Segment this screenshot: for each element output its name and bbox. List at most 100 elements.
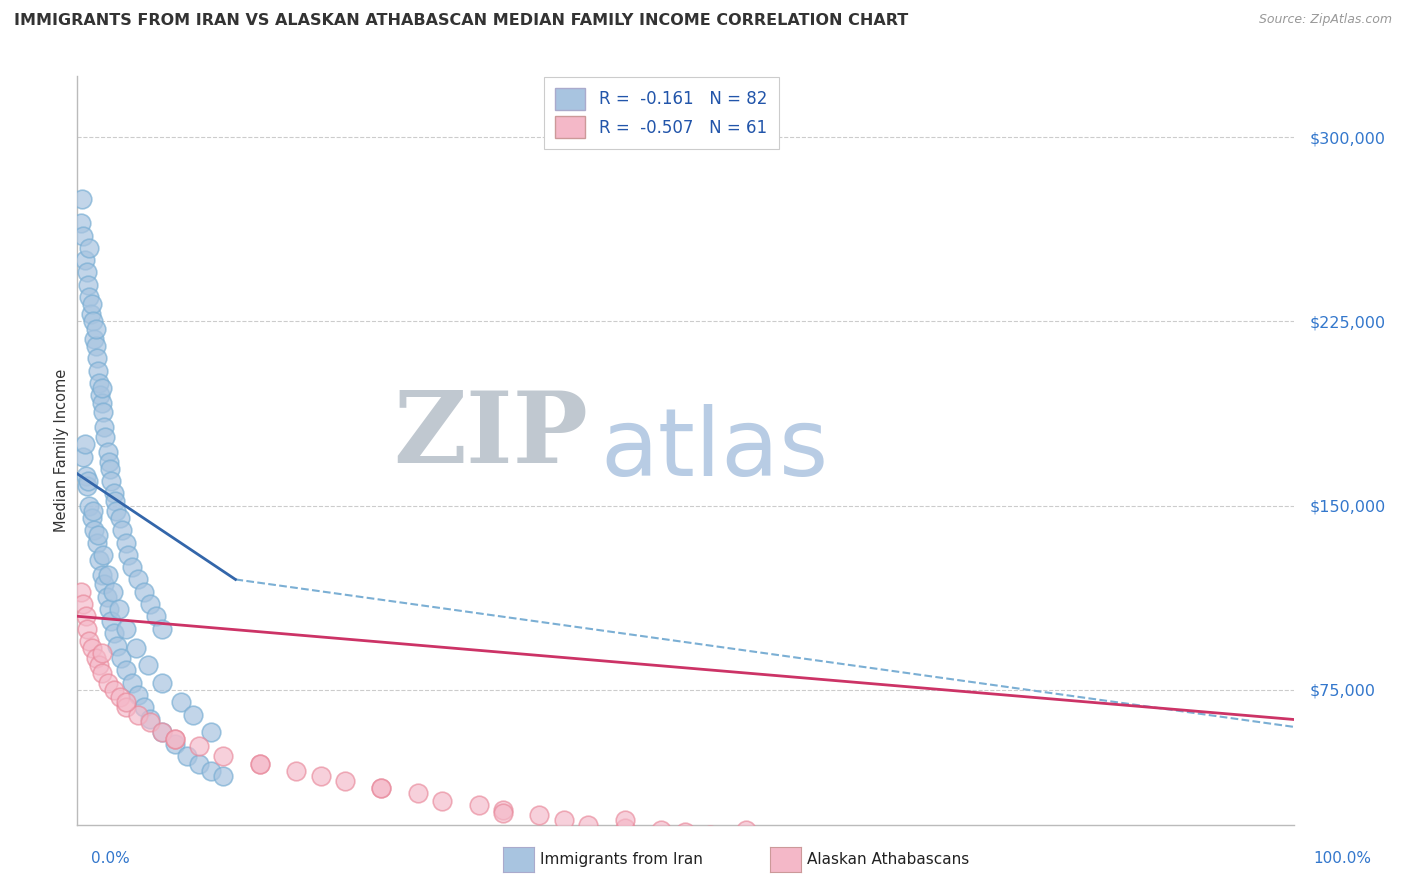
- Point: [170, 695, 193, 709]
- Point: [79, 499, 101, 513]
- Text: IMMIGRANTS FROM IRAN VS ALASKAN ATHABASCAN MEDIAN FAMILY INCOME CORRELATION CHAR: IMMIGRANTS FROM IRAN VS ALASKAN ATHABASC…: [14, 13, 908, 29]
- Point: [163, 732, 186, 747]
- Point: [76, 265, 98, 279]
- Point: [893, 841, 915, 855]
- Point: [152, 724, 174, 739]
- Point: [77, 474, 100, 488]
- Point: [1039, 847, 1062, 862]
- Point: [613, 821, 636, 835]
- Point: [83, 332, 105, 346]
- Point: [98, 462, 121, 476]
- Point: [108, 511, 131, 525]
- Point: [84, 339, 107, 353]
- Point: [80, 307, 103, 321]
- Point: [979, 845, 1001, 859]
- Point: [370, 781, 392, 796]
- Point: [1039, 845, 1062, 859]
- Point: [856, 840, 879, 855]
- Point: [918, 843, 941, 857]
- Point: [100, 614, 122, 628]
- Point: [73, 253, 96, 268]
- Point: [492, 805, 515, 820]
- Point: [117, 548, 139, 562]
- Point: [127, 707, 149, 722]
- Point: [105, 503, 128, 517]
- Point: [83, 524, 105, 538]
- Point: [103, 683, 125, 698]
- Point: [188, 739, 211, 754]
- Point: [107, 602, 129, 616]
- Point: [79, 633, 101, 648]
- Point: [96, 590, 118, 604]
- Point: [735, 830, 758, 845]
- Point: [70, 216, 93, 230]
- Point: [90, 381, 112, 395]
- Point: [76, 479, 98, 493]
- Point: [139, 713, 162, 727]
- Point: [77, 277, 100, 292]
- Point: [127, 573, 149, 587]
- Point: [125, 641, 148, 656]
- Point: [675, 825, 697, 839]
- Point: [79, 241, 101, 255]
- Point: [163, 737, 186, 751]
- Point: [942, 844, 965, 858]
- Point: [108, 690, 131, 705]
- Point: [1076, 848, 1098, 863]
- Point: [772, 833, 794, 847]
- Point: [832, 838, 855, 852]
- Point: [84, 651, 107, 665]
- Point: [139, 597, 162, 611]
- Point: [529, 808, 551, 822]
- Text: Source: ZipAtlas.com: Source: ZipAtlas.com: [1258, 13, 1392, 27]
- Point: [89, 388, 111, 402]
- Text: ZIP: ZIP: [394, 387, 588, 484]
- Point: [553, 813, 575, 827]
- Point: [370, 781, 392, 796]
- Text: atlas: atlas: [600, 404, 828, 497]
- Point: [152, 622, 174, 636]
- Point: [115, 695, 138, 709]
- Point: [200, 764, 222, 778]
- Point: [86, 535, 108, 549]
- Point: [75, 609, 97, 624]
- Point: [97, 454, 120, 468]
- Point: [89, 553, 111, 567]
- Point: [101, 584, 124, 599]
- Point: [82, 503, 104, 517]
- Point: [75, 469, 97, 483]
- Point: [136, 658, 159, 673]
- Point: [249, 756, 271, 771]
- Point: [735, 823, 758, 838]
- Point: [70, 192, 93, 206]
- Point: [72, 597, 94, 611]
- Point: [93, 577, 115, 591]
- Point: [188, 756, 211, 771]
- Point: [72, 450, 94, 464]
- Point: [93, 420, 115, 434]
- Point: [90, 665, 112, 680]
- Text: Immigrants from Iran: Immigrants from Iran: [540, 853, 703, 867]
- Point: [97, 444, 120, 458]
- Point: [115, 700, 138, 714]
- Point: [89, 658, 111, 673]
- Point: [97, 602, 120, 616]
- Point: [176, 749, 198, 764]
- Point: [134, 584, 156, 599]
- Point: [163, 732, 186, 747]
- Point: [103, 626, 125, 640]
- Point: [80, 297, 103, 311]
- Point: [70, 584, 93, 599]
- Point: [111, 524, 134, 538]
- Y-axis label: Median Family Income: Median Family Income: [53, 368, 69, 533]
- Point: [90, 395, 112, 409]
- Legend: R =  -0.161   N = 82, R =  -0.507   N = 61: R = -0.161 N = 82, R = -0.507 N = 61: [544, 77, 779, 150]
- Point: [613, 813, 636, 827]
- Point: [430, 793, 453, 807]
- Point: [97, 567, 120, 582]
- Point: [856, 833, 879, 847]
- Point: [333, 773, 356, 788]
- Point: [1015, 847, 1038, 861]
- Point: [1161, 851, 1184, 865]
- Point: [127, 688, 149, 702]
